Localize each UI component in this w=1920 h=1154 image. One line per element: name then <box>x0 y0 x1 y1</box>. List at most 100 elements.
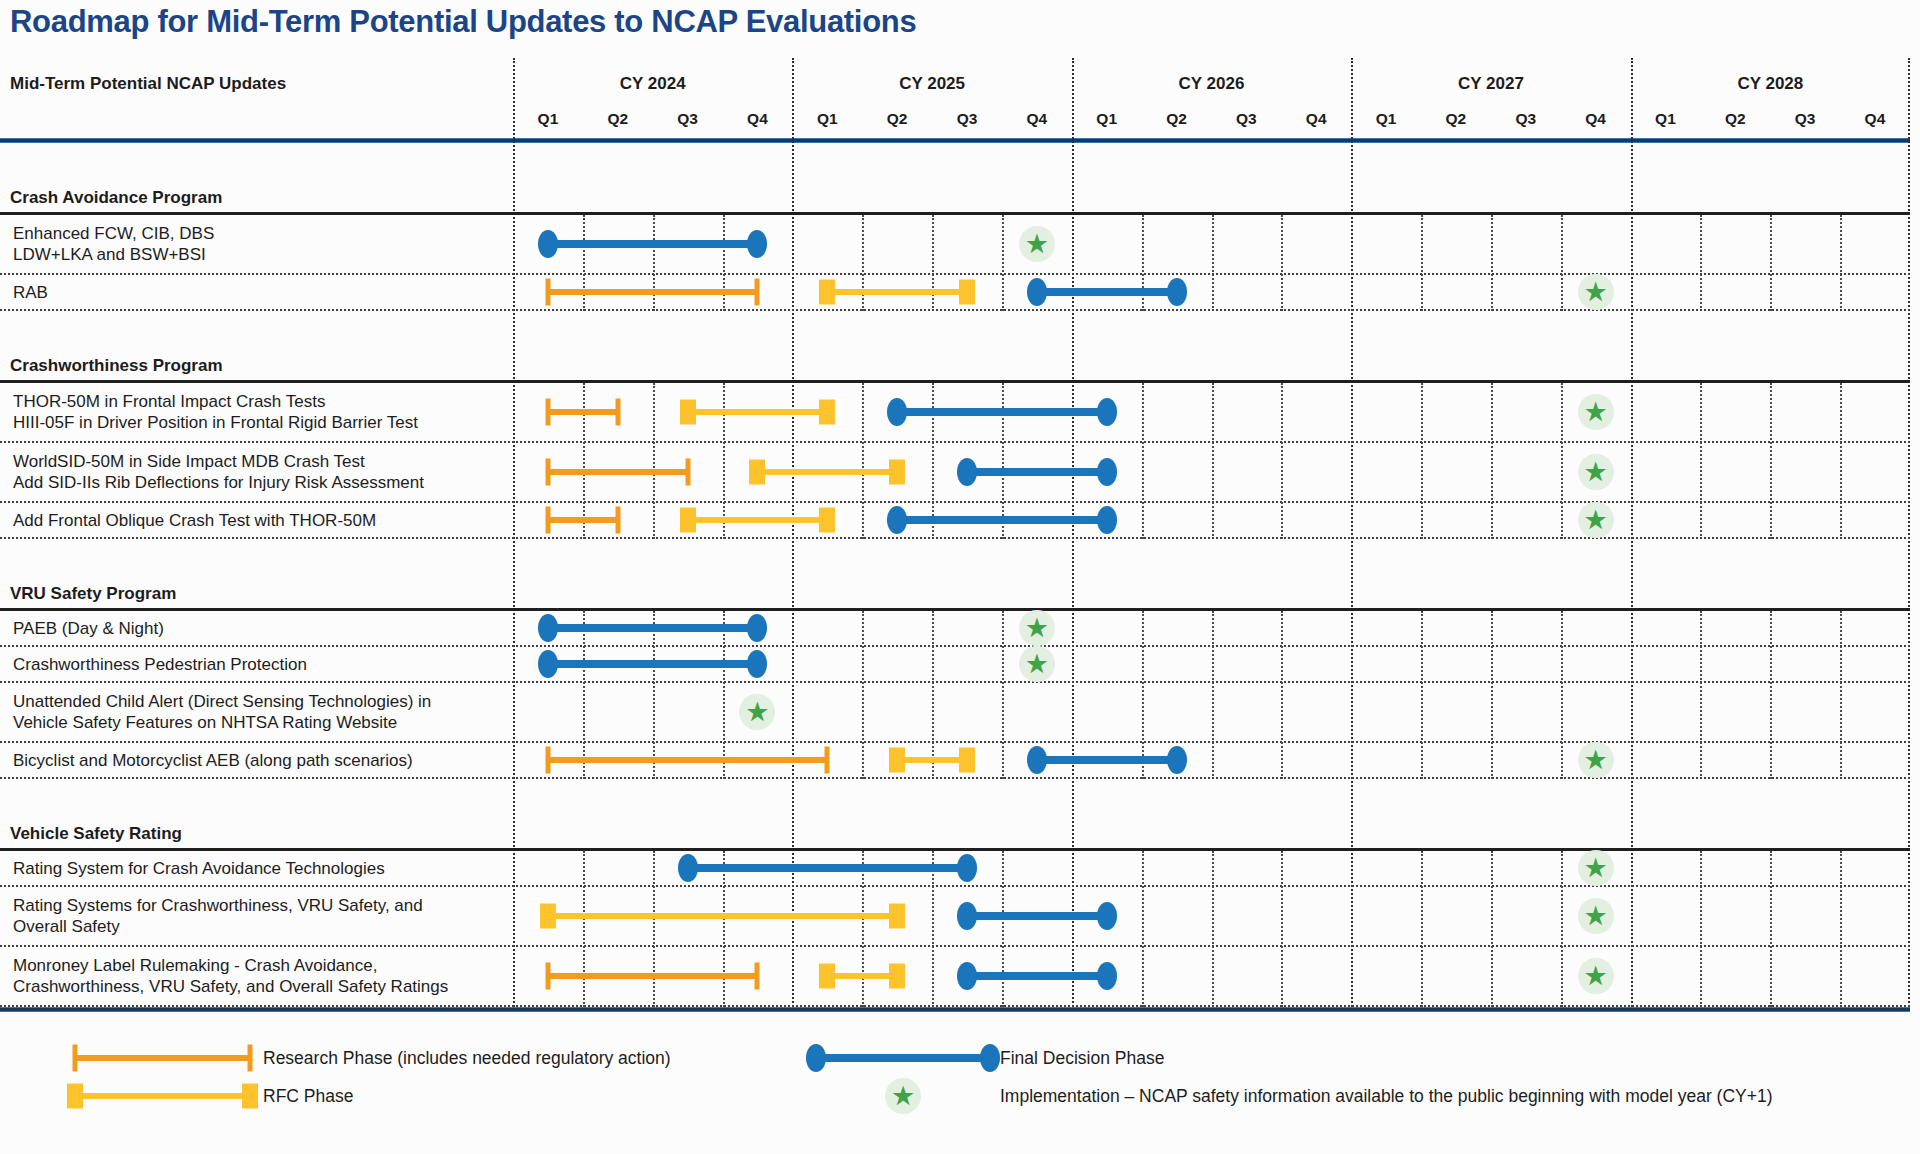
task-row: Rating Systems for Crashworthiness, VRU … <box>0 887 1910 947</box>
quarter-label: Q4 <box>1840 110 1910 128</box>
section-title: VRU Safety Program <box>10 584 176 604</box>
rfc-phase-bar <box>688 396 828 428</box>
quarter-label: Q4 <box>1561 110 1631 128</box>
rfc-phase-bar <box>827 960 897 992</box>
research-phase-bar <box>548 744 827 776</box>
final-bar-line <box>897 516 1107 524</box>
quarter-label: Q2 <box>1700 110 1770 128</box>
quarter-label: Q4 <box>723 110 793 128</box>
task-bars <box>513 947 1910 1005</box>
research-bar-line <box>548 517 618 523</box>
research-bar-line <box>548 409 618 415</box>
rfc-bar-start-cap <box>819 964 835 989</box>
final-bar-end-cap <box>747 614 767 642</box>
task-row: Unattended Child Alert (Direct Sensing T… <box>0 683 1910 743</box>
star-glyph: ★ <box>1584 277 1608 307</box>
rfc-bar-line <box>688 517 828 523</box>
legend: Research Phase (includes needed regulato… <box>0 1040 1910 1140</box>
task-label: Rating System for Crash Avoidance Techno… <box>13 858 385 879</box>
task-label: Unattended Child Alert (Direct Sensing T… <box>13 691 431 733</box>
task-label-line: Vehicle Safety Features on NHTSA Rating … <box>13 712 431 733</box>
task-bars <box>513 887 1910 945</box>
implementation-star-icon: ★ <box>885 1078 921 1114</box>
star-glyph: ★ <box>1025 649 1049 679</box>
rfc-bar-line <box>827 973 897 979</box>
quarter-label: Q4 <box>1002 110 1072 128</box>
research-bar-start-cap <box>545 459 550 486</box>
task-bars <box>513 503 1910 537</box>
quarter-label: Q2 <box>1142 110 1212 128</box>
rfc-bar-end-cap <box>959 748 975 773</box>
star-glyph: ★ <box>1584 745 1608 775</box>
task-bars <box>513 611 1910 645</box>
legend-row-2: RFC Phase ★ Implementation – NCAP safety i… <box>0 1078 1910 1114</box>
section: VRU Safety ProgramPAEB (Day & Night)★Cra… <box>0 579 1910 779</box>
task-row: Enhanced FCW, CIB, DBSLDW+LKA and BSW+BS… <box>0 215 1910 275</box>
year-label-2026: CY 2026 <box>1072 74 1351 94</box>
task-label-line: Add SID-IIs Rib Deflections for Injury R… <box>13 472 424 493</box>
task-label-line: Overall Safety <box>13 916 423 937</box>
final-legend-end-cap <box>980 1044 1000 1072</box>
final-bar-line <box>1037 288 1177 296</box>
rfc-bar-end-cap <box>819 400 835 425</box>
final-bar-line <box>967 972 1107 980</box>
quarter-label: Q3 <box>932 110 1002 128</box>
final-phase-bar <box>967 900 1107 932</box>
task-bars <box>513 683 1910 741</box>
section-title: Vehicle Safety Rating <box>10 824 182 844</box>
task-bars <box>513 215 1910 273</box>
final-phase-bar <box>1037 744 1177 776</box>
quarter-label: Q4 <box>1281 110 1351 128</box>
star-glyph: ★ <box>1584 397 1608 427</box>
rfc-bar-start-cap <box>889 748 905 773</box>
task-label-line: THOR-50M in Frontal Impact Crash Tests <box>13 391 418 412</box>
quarter-label: Q3 <box>653 110 723 128</box>
research-phase-bar <box>548 396 618 428</box>
implementation-star-icon: ★ <box>739 694 775 730</box>
research-bar-start-cap <box>545 747 550 774</box>
final-bar-start-cap <box>538 230 558 258</box>
implementation-star-icon: ★ <box>1578 502 1614 538</box>
task-label-line: Crashworthiness, VRU Safety, and Overall… <box>13 976 448 997</box>
task-row: WorldSID-50M in Side Impact MDB Crash Te… <box>0 443 1910 503</box>
section-title: Crash Avoidance Program <box>10 188 222 208</box>
task-label-line: Rating Systems for Crashworthiness, VRU … <box>13 895 423 916</box>
final-phase-bar <box>548 228 758 260</box>
research-bar-end-cap <box>615 399 620 426</box>
implementation-star-icon: ★ <box>1578 742 1614 778</box>
research-legend-sample <box>75 1042 250 1074</box>
rfc-legend-label: RFC Phase <box>263 1086 353 1107</box>
research-legend-label: Research Phase (includes needed regulato… <box>263 1048 671 1069</box>
task-row: Crashworthiness Pedestrian Protection★ <box>0 647 1910 683</box>
final-bar-end-cap <box>747 230 767 258</box>
research-phase-bar <box>548 276 758 308</box>
final-bar-end-cap <box>1097 962 1117 990</box>
final-bar-line <box>688 864 967 872</box>
task-label-line: HIII-05F in Driver Position in Frontal R… <box>13 412 418 433</box>
final-bar-start-cap <box>678 854 698 882</box>
final-bar-start-cap <box>538 614 558 642</box>
rfc-legend-end-cap <box>242 1084 258 1109</box>
rfc-bar-start-cap <box>540 904 556 929</box>
research-phase-bar <box>548 456 688 488</box>
section-header: VRU Safety Program <box>0 579 1910 611</box>
final-bar-start-cap <box>1027 278 1047 306</box>
rfc-bar-start-cap <box>680 508 696 533</box>
task-label: Rating Systems for Crashworthiness, VRU … <box>13 895 423 937</box>
page-title: Roadmap for Mid-Term Potential Updates t… <box>10 4 916 40</box>
rfc-bar-end-cap <box>889 904 905 929</box>
research-bar-start-cap <box>545 399 550 426</box>
year-label-2027: CY 2027 <box>1351 74 1630 94</box>
quarter-label: Q1 <box>513 110 583 128</box>
research-bar-end-cap <box>755 279 760 306</box>
research-bar-line <box>548 973 758 979</box>
section-gap <box>0 143 1910 183</box>
task-row: RAB★ <box>0 275 1910 311</box>
task-label: Bicyclist and Motorcyclist AEB (along pa… <box>13 750 413 771</box>
rfc-phase-bar <box>757 456 897 488</box>
research-bar-line <box>548 757 827 763</box>
implementation-star-icon: ★ <box>1578 958 1614 994</box>
implementation-legend-label: Implementation – NCAP safety information… <box>1000 1086 1773 1107</box>
research-phase-bar <box>548 504 618 536</box>
final-bar-line <box>548 240 758 248</box>
